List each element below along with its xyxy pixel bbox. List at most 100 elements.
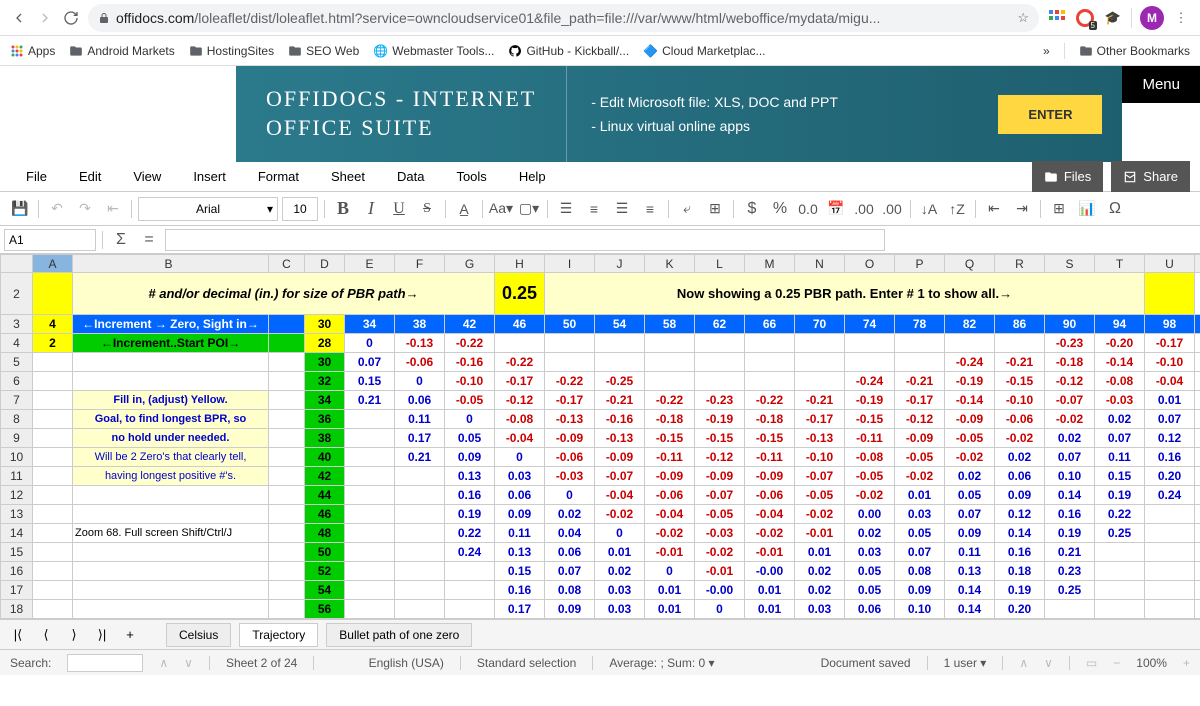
column-header[interactable]: E [345,255,395,273]
column-header[interactable]: L [695,255,745,273]
search-next-icon[interactable]: ∨ [184,656,193,670]
column-header[interactable]: C [269,255,305,273]
align-center-icon[interactable]: ≡ [582,197,606,221]
add-decimal-icon[interactable]: .00 [852,197,876,221]
bookmark-folder[interactable]: SEO Web [288,44,359,58]
zoom-level[interactable]: 100% [1136,656,1167,670]
row-header[interactable]: 10 [1,448,33,467]
indent-inc-icon[interactable]: ⇥ [1010,197,1034,221]
column-header[interactable]: S [1045,255,1095,273]
column-header[interactable]: R [995,255,1045,273]
row-header[interactable]: 12 [1,486,33,505]
forward-icon[interactable] [36,9,54,27]
undo-icon[interactable]: ↶ [45,197,69,221]
bookmark-folder[interactable]: Android Markets [69,44,174,58]
ext-scholar-icon[interactable]: 🎓 [1103,8,1123,28]
bookmark-folder[interactable]: HostingSites [189,44,274,58]
sheet-tab[interactable]: Bullet path of one zero [326,623,472,647]
apps-shortcut[interactable]: Apps [10,44,55,58]
column-header[interactable]: P [895,255,945,273]
sort-asc-icon[interactable]: ↓A [917,197,941,221]
back-icon[interactable] [10,9,28,27]
row-header[interactable]: 3 [1,315,33,334]
sheet-tab[interactable]: Celsius [166,623,231,647]
row-header[interactable]: 5 [1,353,33,372]
row-header[interactable]: 4 [1,334,33,353]
font-color-icon[interactable]: A̲ [452,197,476,221]
font-size-input[interactable] [282,197,318,221]
column-header[interactable]: M [745,255,795,273]
sort-desc-icon[interactable]: ↑Z [945,197,969,221]
indent-icon[interactable]: ⇤ [101,197,125,221]
wrap-icon[interactable]: ⤶ [675,197,699,221]
zoom-fit-icon[interactable]: ▭ [1086,656,1097,670]
last-sheet-icon[interactable]: ⟩| [92,627,112,643]
ext-grid-icon[interactable] [1047,8,1067,28]
menu-button[interactable]: Menu [1122,66,1200,103]
menu-file[interactable]: File [10,163,63,190]
bookmark-overflow[interactable]: » [1043,44,1050,58]
column-header[interactable]: O [845,255,895,273]
column-header[interactable]: D [305,255,345,273]
char-icon[interactable]: Aa▾ [489,197,513,221]
prev-sheet-icon[interactable]: ⟨ [36,627,56,643]
column-header[interactable]: G [445,255,495,273]
percent-icon[interactable]: % [768,197,792,221]
menu-data[interactable]: Data [381,163,440,190]
column-header[interactable]: B [73,255,269,273]
menu-format[interactable]: Format [242,163,315,190]
reload-icon[interactable] [62,9,80,27]
strike-icon[interactable]: S [415,197,439,221]
underline-icon[interactable]: U [387,197,411,221]
column-header[interactable]: N [795,255,845,273]
italic-icon[interactable]: I [359,197,383,221]
column-header[interactable]: Q [945,255,995,273]
row-header[interactable]: 2 [1,273,33,315]
font-select[interactable]: Arial▾ [138,197,278,221]
row-header[interactable]: 7 [1,391,33,410]
ext-opera-icon[interactable]: 5 [1075,8,1095,28]
align-left-icon[interactable]: ☰ [554,197,578,221]
url-bar[interactable]: offidocs.com/loleaflet/dist/loleaflet.ht… [88,4,1039,32]
share-button[interactable]: Share [1111,161,1190,192]
column-header[interactable]: V [1195,255,1200,273]
menu-help[interactable]: Help [503,163,562,190]
remove-decimal-icon[interactable]: .00 [880,197,904,221]
bg-color-icon[interactable]: ▢▾ [517,197,541,221]
bold-icon[interactable]: B [331,197,355,221]
search-prev-icon[interactable]: ∧ [159,656,168,670]
star-icon[interactable]: ☆ [1017,10,1029,26]
align-right-icon[interactable]: ☰ [610,197,634,221]
zoom-in-icon[interactable]: + [1183,656,1190,670]
column-header[interactable]: T [1095,255,1145,273]
first-sheet-icon[interactable]: |⟨ [8,627,28,643]
spreadsheet-grid[interactable]: ABCDEFGHIJKLMNOPQRSTUV 2# and/or decimal… [0,254,1200,619]
cell-reference[interactable] [4,229,96,251]
number-icon[interactable]: 0.0 [796,197,820,221]
indent-dec-icon[interactable]: ⇤ [982,197,1006,221]
column-header[interactable]: A [33,255,73,273]
prev-user-icon[interactable]: ∧ [1019,656,1028,670]
formula-input[interactable] [165,229,885,251]
justify-icon[interactable]: ≡ [638,197,662,221]
user-count[interactable]: 1 user ▾ [944,656,987,670]
row-header[interactable]: 14 [1,524,33,543]
kebab-icon[interactable]: ⋮ [1172,9,1190,27]
row-header[interactable]: 17 [1,581,33,600]
menu-tools[interactable]: Tools [440,163,502,190]
column-header[interactable]: I [545,255,595,273]
sheet-tab[interactable]: Trajectory [239,623,318,647]
other-bookmarks[interactable]: Other Bookmarks [1079,44,1190,58]
row-header[interactable]: 18 [1,600,33,619]
selection-mode[interactable]: Standard selection [477,656,576,670]
language-indicator[interactable]: English (USA) [369,656,444,670]
menu-view[interactable]: View [117,163,177,190]
chart-icon[interactable]: 📊 [1075,197,1099,221]
add-sheet-icon[interactable]: + [120,627,140,642]
row-header[interactable]: 15 [1,543,33,562]
profile-avatar[interactable]: M [1140,6,1164,30]
omega-icon[interactable]: Ω [1103,197,1127,221]
row-header[interactable]: 6 [1,372,33,391]
column-header[interactable]: K [645,255,695,273]
row-header[interactable]: 16 [1,562,33,581]
